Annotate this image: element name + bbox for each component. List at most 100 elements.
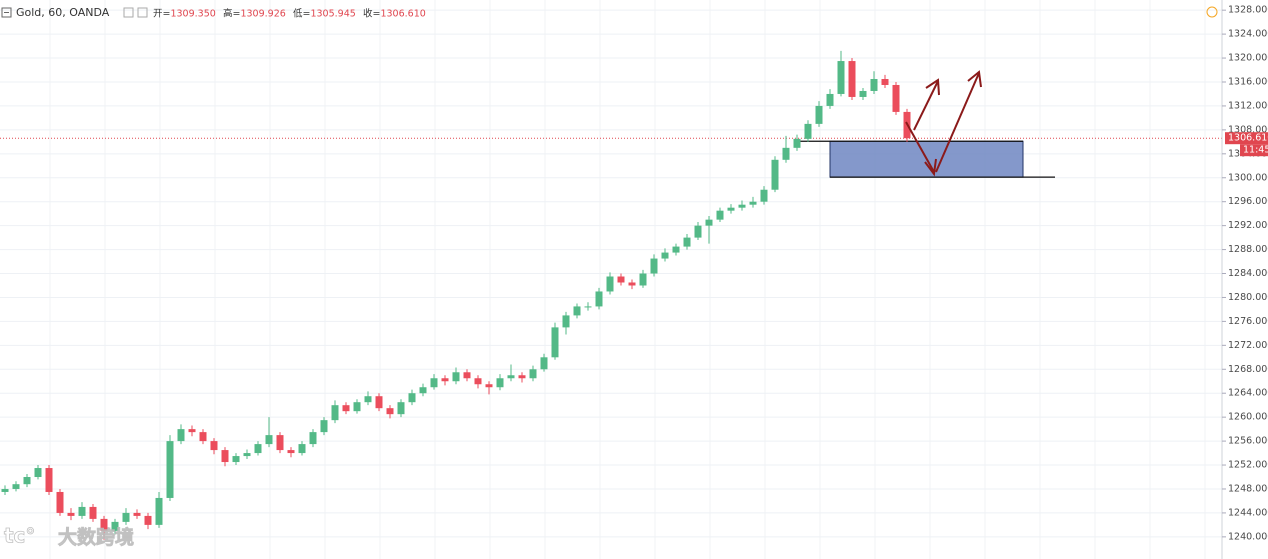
arrow-line — [935, 72, 980, 173]
y-tick-label: 1248.000 — [1228, 483, 1268, 494]
watermark-logo: tc° — [4, 524, 35, 548]
candle-body — [672, 246, 680, 253]
y-tick-label: 1324.000 — [1228, 29, 1268, 40]
candle-body — [694, 225, 702, 238]
ohlc-label: 高= — [223, 8, 240, 20]
candle-body — [463, 372, 471, 379]
arrow-line — [905, 121, 935, 173]
ohlc-value: 1306.610 — [380, 9, 425, 20]
watermark: 大数跨境 — [58, 526, 134, 549]
candle-body — [243, 453, 251, 457]
candle-body — [683, 237, 691, 247]
candle-body — [78, 506, 86, 516]
candle-body — [738, 204, 746, 208]
y-tick-label: 1312.000 — [1228, 100, 1268, 111]
candle-body — [386, 408, 394, 415]
candle-body — [342, 405, 350, 412]
candle-body — [705, 219, 713, 226]
y-tick-label: 1244.000 — [1228, 507, 1268, 518]
ohlc-label: 收= — [363, 8, 380, 20]
y-tick-label: 1240.000 — [1228, 531, 1268, 542]
candle-body — [232, 456, 240, 463]
candle-body — [23, 477, 31, 485]
y-tick-label: 1308.000 — [1228, 124, 1268, 135]
y-tick-label: 1288.000 — [1228, 244, 1268, 255]
candle-body — [419, 387, 427, 394]
ohlc-value: 1309.926 — [240, 9, 285, 20]
candle-body — [716, 210, 724, 220]
countdown: 11:45 — [1243, 145, 1268, 156]
candle-body — [452, 372, 460, 382]
countdown-box — [1240, 144, 1268, 157]
y-tick-label: 1320.000 — [1228, 53, 1268, 64]
y-tick-label: 1296.000 — [1228, 196, 1268, 207]
candle-body — [507, 375, 515, 379]
candle-body — [760, 189, 768, 202]
candle-body — [892, 84, 900, 112]
candle-body — [430, 378, 438, 388]
candle-body — [353, 402, 361, 412]
candle-body — [45, 468, 53, 492]
candle-body — [375, 396, 383, 409]
candle-body — [133, 512, 141, 516]
candle-body — [397, 402, 405, 415]
arrow-line — [913, 80, 939, 131]
candle-body — [210, 441, 218, 451]
y-tick-label: 1252.000 — [1228, 460, 1268, 471]
arrow-head — [967, 70, 982, 88]
candle-body — [529, 369, 537, 379]
candle-body — [496, 378, 504, 388]
candle-body — [122, 512, 130, 522]
y-tick-label: 1260.000 — [1228, 412, 1268, 423]
candle-body — [518, 375, 526, 379]
candle-body — [331, 405, 339, 421]
candle-body — [100, 518, 108, 531]
y-tick-label: 1316.000 — [1228, 76, 1268, 87]
candle-body — [1, 488, 9, 492]
alert-icon — [1206, 6, 1218, 18]
candle-body — [56, 491, 64, 513]
last-price-box — [1225, 132, 1268, 145]
candle-body — [188, 429, 196, 433]
y-tick-label: 1292.000 — [1228, 220, 1268, 231]
ohlc-header: 开= 1309.350 高= 1309.926 低= 1305.945 收= 1306.610 — [153, 8, 426, 20]
candle-body — [551, 327, 559, 358]
candle-body — [254, 444, 262, 454]
candle-body — [881, 79, 889, 85]
y-tick-label: 1264.000 — [1228, 388, 1268, 399]
ohlc-label: 低= — [293, 8, 310, 20]
candle-body — [826, 93, 834, 106]
candle-body — [144, 515, 152, 525]
candle-body — [848, 61, 856, 97]
candle-body — [639, 273, 647, 286]
hide-icon — [137, 7, 148, 18]
y-tick-label: 1284.000 — [1228, 268, 1268, 279]
ohlc-label: 开= — [153, 9, 170, 20]
candle-body — [364, 396, 372, 403]
candle-body — [12, 484, 20, 489]
settings-icon — [123, 7, 134, 18]
candle-body — [782, 147, 790, 160]
candle-body — [298, 444, 306, 454]
y-tick-label: 1268.000 — [1228, 364, 1268, 375]
candles — [1, 50, 911, 540]
candle-body — [155, 497, 163, 525]
candle-body — [287, 450, 295, 454]
candle-body — [584, 306, 592, 308]
candle-body — [727, 207, 735, 211]
candle-body — [606, 276, 614, 292]
y-tick-label: 1328.000 — [1228, 5, 1268, 16]
candle-body — [573, 306, 581, 316]
candle-body — [804, 123, 812, 139]
candle-body — [408, 393, 416, 403]
candle-body — [562, 315, 570, 328]
candle-body — [628, 282, 636, 286]
arrow-head — [924, 158, 937, 177]
price-axis: 1240.000 1244.000 1248.000 1252.000 1256.000… — [1222, 5, 1268, 542]
candle-body — [177, 429, 185, 442]
candle-body — [441, 378, 449, 382]
y-tick-label: 1280.000 — [1228, 292, 1268, 303]
y-tick-label: 1276.000 — [1228, 316, 1268, 327]
